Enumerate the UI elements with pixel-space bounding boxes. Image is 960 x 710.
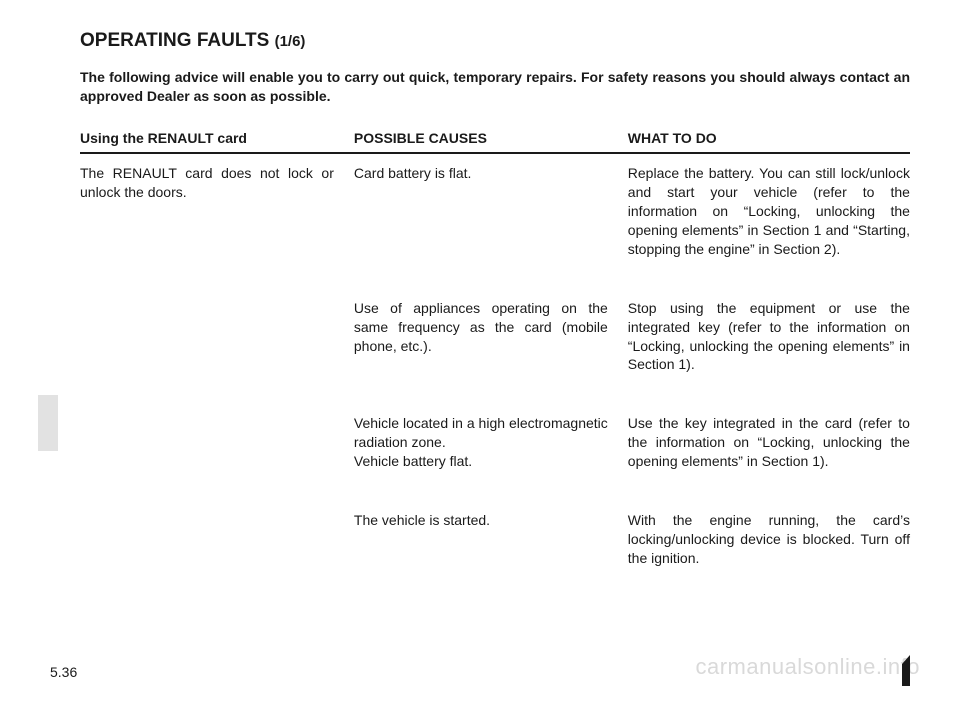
watermark-text: carmanualsonline.info <box>695 652 920 682</box>
cell-symptom <box>80 299 354 375</box>
col-header-causes: POSSIBLE CAUSES <box>354 129 628 148</box>
side-tab <box>38 395 58 451</box>
cell-action: With the engine running, the card’s lock… <box>628 511 910 568</box>
table-row: The RENAULT card does not lock or unlock… <box>80 164 910 258</box>
table-header-row: Using the RENAULT card POSSIBLE CAUSES W… <box>80 129 910 154</box>
table-row: Vehicle located in a high electromagneti… <box>80 414 910 471</box>
cell-action: Stop using the equipment or use the inte… <box>628 299 910 375</box>
corner-mark-icon <box>902 664 910 686</box>
cell-cause-line1: Vehicle located in a high electromagneti… <box>354 414 608 471</box>
cell-action: Replace the battery. You can still lock/… <box>628 164 910 258</box>
page-number: 5.36 <box>50 663 77 682</box>
faults-table: Using the RENAULT card POSSIBLE CAUSES W… <box>80 129 910 567</box>
cell-symptom <box>80 414 354 471</box>
cell-cause: Use of appliances operating on the same … <box>354 299 628 375</box>
table-row: Use of appliances operating on the same … <box>80 299 910 375</box>
table-row: The vehicle is started. With the engine … <box>80 511 910 568</box>
page-title: OPERATING FAULTS (1/6) <box>80 28 910 54</box>
cell-symptom: The RENAULT card does not lock or unlock… <box>80 164 354 258</box>
title-main: OPERATING FAULTS <box>80 30 275 51</box>
title-part: (1/6) <box>275 33 306 50</box>
cell-cause: The vehicle is started. <box>354 511 628 568</box>
cell-cause: Vehicle located in a high electromagneti… <box>354 414 628 471</box>
col-header-card: Using the RENAULT card <box>80 129 354 148</box>
cell-cause: Card battery is flat. <box>354 164 628 258</box>
col-header-todo: WHAT TO DO <box>628 129 910 148</box>
cell-action: Use the key integrated in the card (refe… <box>628 414 910 471</box>
cell-symptom <box>80 511 354 568</box>
intro-text: The following advice will enable you to … <box>80 68 910 106</box>
